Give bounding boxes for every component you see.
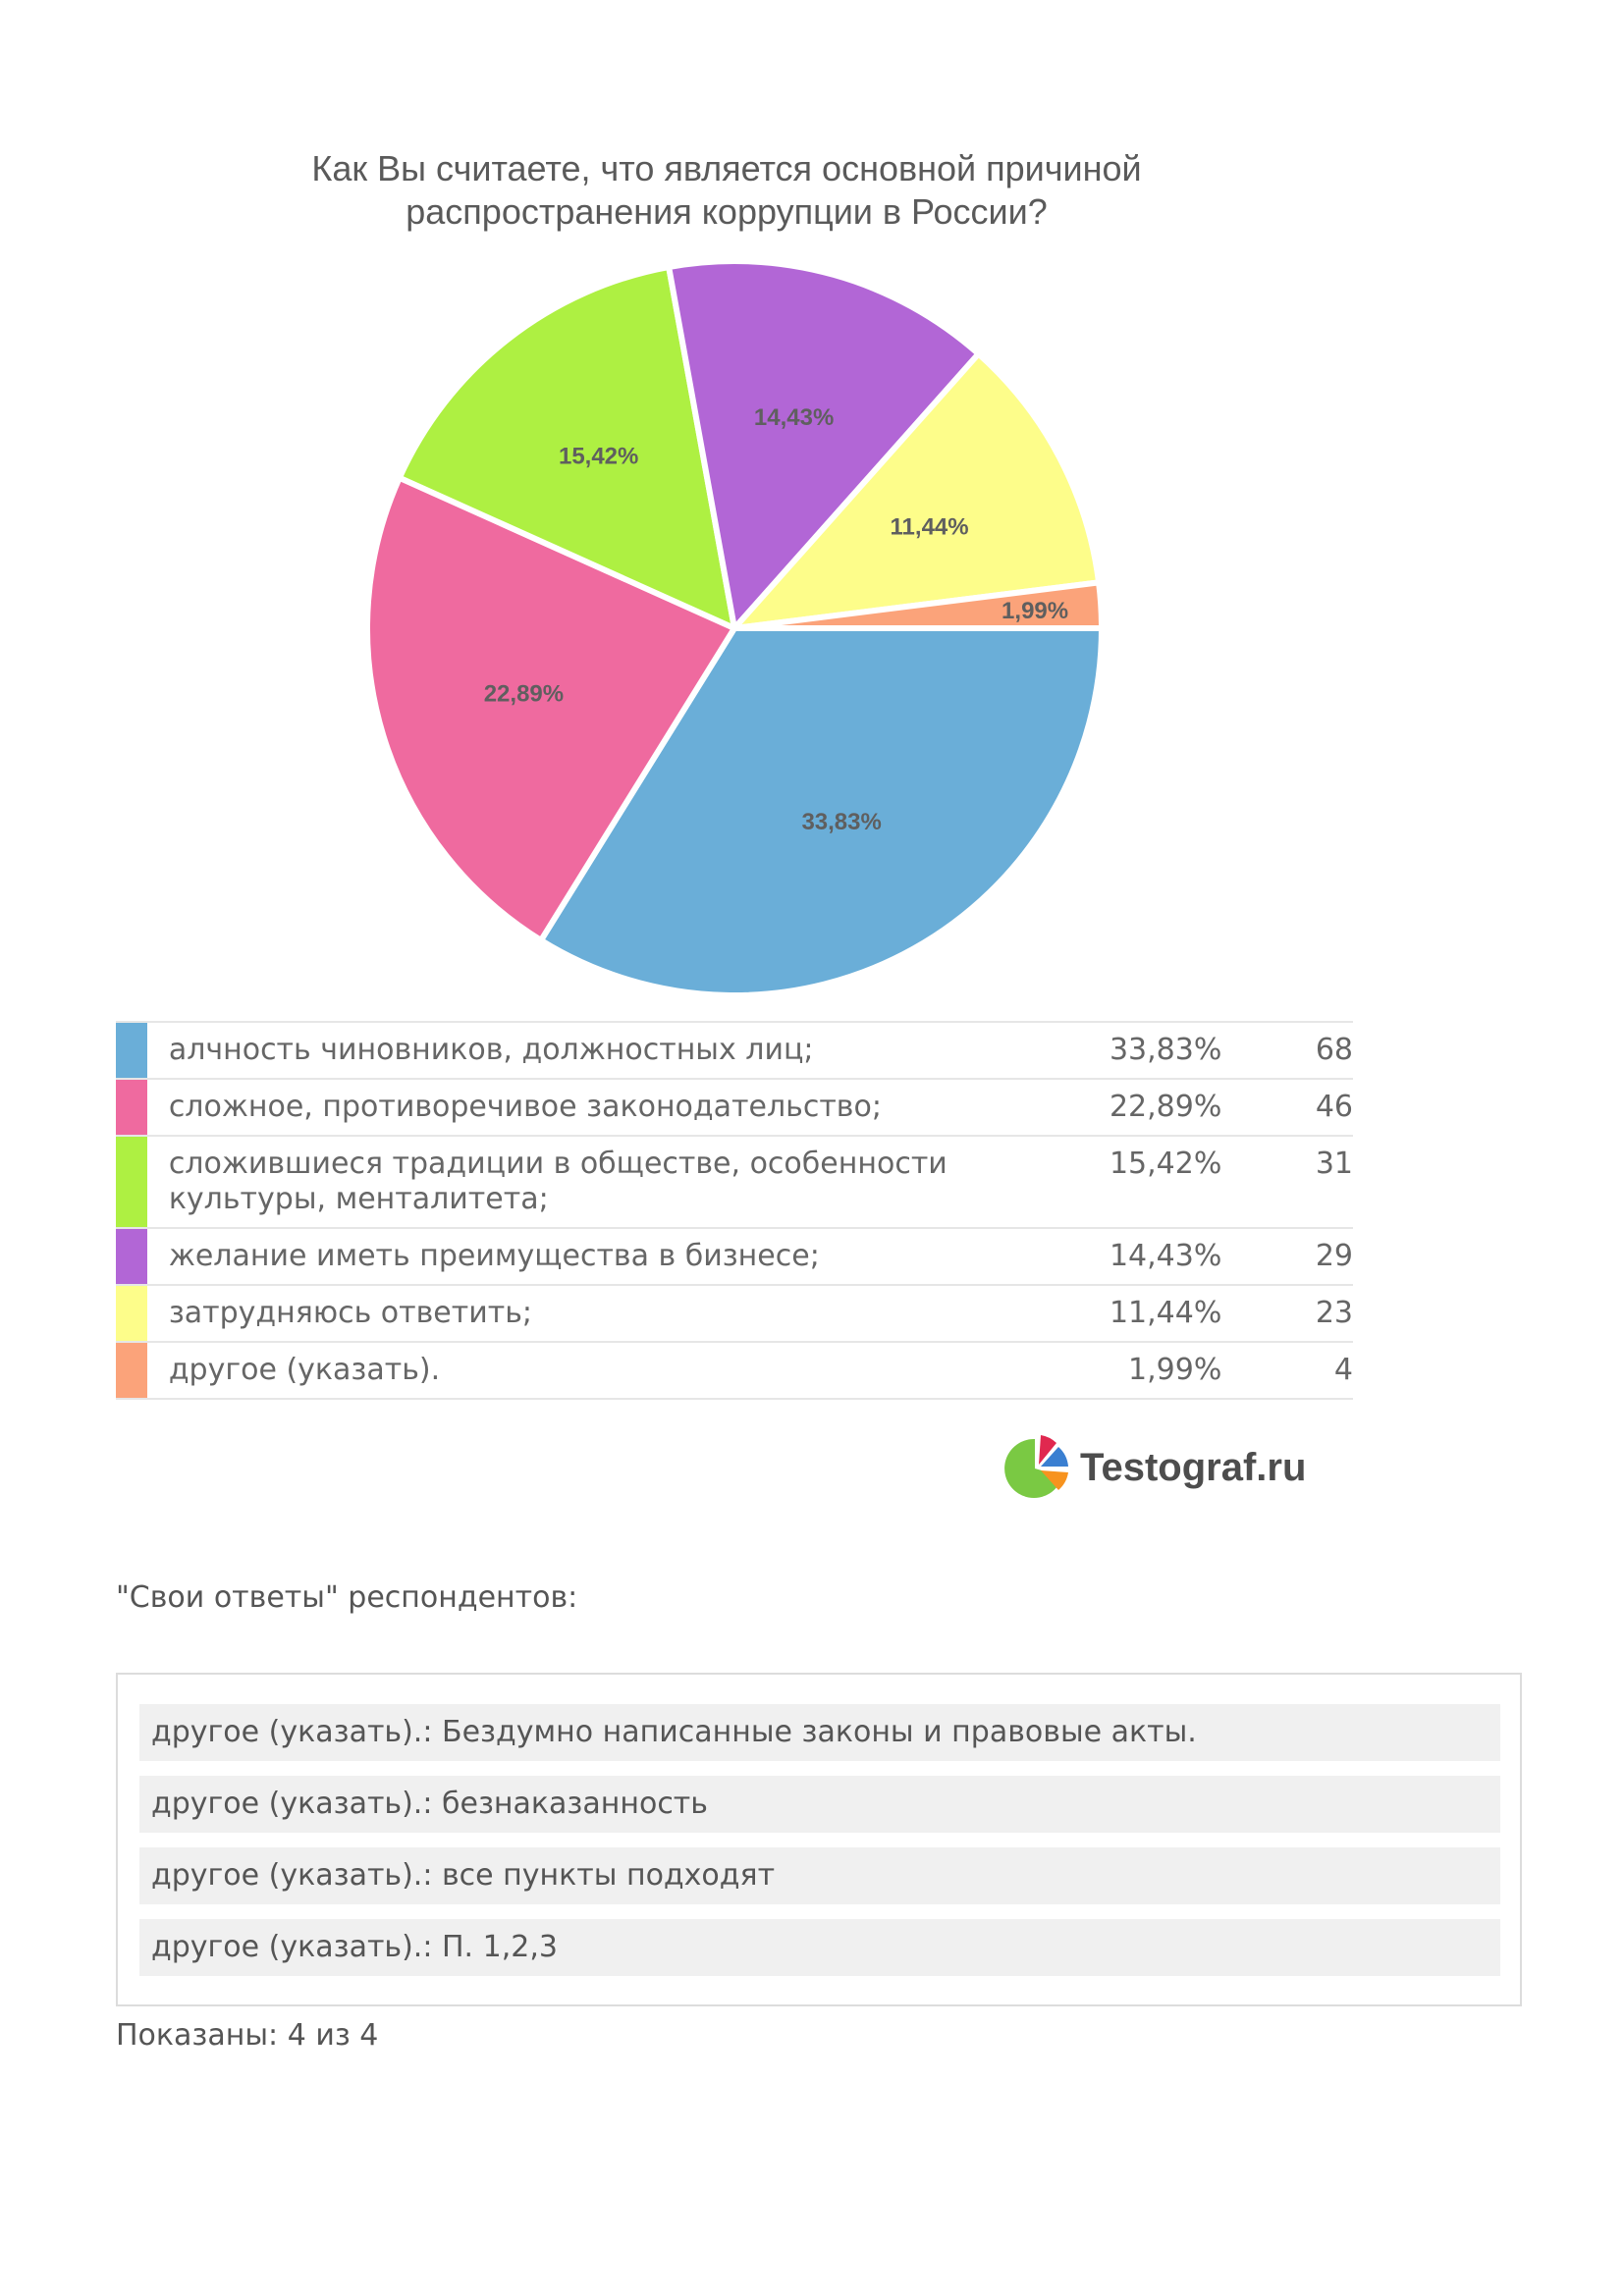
testograf-logo-icon xyxy=(1004,1435,1068,1498)
legend-percent: 22,89% xyxy=(1045,1079,1222,1137)
legend-row: сложившиеся традиции в обществе, особенн… xyxy=(116,1136,1353,1229)
legend-percent: 15,42% xyxy=(1045,1136,1222,1229)
pie-slice xyxy=(731,350,1103,631)
legend-count: 29 xyxy=(1221,1228,1353,1286)
slice-label: 15,42% xyxy=(559,443,638,469)
own-answers-box: другое (указать).: Бездумно написанные з… xyxy=(116,1673,1522,2006)
pie-slice xyxy=(537,625,1105,998)
legend-label: другое (указать). xyxy=(146,1342,1046,1400)
legend-row: затрудняюсь ответить; 11,44% 23 xyxy=(116,1285,1353,1343)
legend-label: желание иметь преимущества в бизнесе; xyxy=(146,1228,1046,1286)
legend-count: 31 xyxy=(1221,1136,1353,1229)
legend-row: алчность чиновников, должностных лиц; 33,… xyxy=(116,1021,1353,1080)
legend-swatch xyxy=(116,1079,147,1137)
pie-slice xyxy=(396,264,737,631)
slice-label: 14,43% xyxy=(754,404,834,431)
legend-percent: 33,83% xyxy=(1045,1021,1222,1080)
legend-swatch xyxy=(116,1285,147,1343)
legend-count: 68 xyxy=(1221,1021,1353,1080)
legend-count: 4 xyxy=(1221,1342,1353,1400)
legend-count: 23 xyxy=(1221,1285,1353,1343)
answer-item: другое (указать).: безнаказанность xyxy=(139,1776,1500,1833)
legend-label: затрудняюсь ответить; xyxy=(146,1285,1046,1343)
pie-slice xyxy=(666,258,982,631)
legend-label: сложившиеся традиции в обществе, особенн… xyxy=(146,1136,1046,1229)
legend-percent: 1,99% xyxy=(1045,1342,1222,1400)
legend-label: алчность чиновников, должностных лиц; xyxy=(146,1021,1046,1080)
legend-table: алчность чиновников, должностных лиц; 33,… xyxy=(116,1021,1353,1400)
legend-swatch xyxy=(116,1342,147,1400)
pie-slice xyxy=(731,579,1105,631)
answer-item: другое (указать).: все пункты подходят xyxy=(139,1847,1500,1904)
own-answers-title: "Свои ответы" респондентов: xyxy=(116,1580,578,1615)
legend-row: сложное, противоречивое законодательство… xyxy=(116,1079,1353,1137)
pie-chart: 33,83% 22,89% 15,42% 14,43% 11,44% 1,99% xyxy=(364,258,1105,998)
legend-swatch xyxy=(116,1136,147,1229)
brand-name: Testograf.ru xyxy=(1080,1445,1307,1489)
legend-percent: 11,44% xyxy=(1045,1285,1222,1343)
pie-slice xyxy=(364,474,737,943)
legend-row: желание иметь преимущества в бизнесе; 14,… xyxy=(116,1228,1353,1286)
legend-row: другое (указать). 1,99% 4 xyxy=(116,1342,1353,1400)
slice-label: 1,99% xyxy=(1001,598,1068,624)
legend-swatch xyxy=(116,1021,147,1080)
legend-percent: 14,43% xyxy=(1045,1228,1222,1286)
answer-item: другое (указать).: П. 1,2,3 xyxy=(139,1919,1500,1976)
legend-swatch xyxy=(116,1228,147,1286)
shown-count: Показаны: 4 из 4 xyxy=(116,2018,379,2053)
chart-title: Как Вы считаете, что является основной п… xyxy=(311,148,1142,232)
legend-count: 46 xyxy=(1221,1079,1353,1137)
slice-label: 11,44% xyxy=(891,513,969,540)
slice-label: 22,89% xyxy=(484,681,564,708)
brand: Testograf.ru xyxy=(1001,1433,1306,1502)
slice-label: 33,83% xyxy=(801,809,881,835)
answer-item: другое (указать).: Бездумно написанные з… xyxy=(139,1704,1500,1761)
legend-label: сложное, противоречивое законодательство… xyxy=(146,1079,1046,1137)
